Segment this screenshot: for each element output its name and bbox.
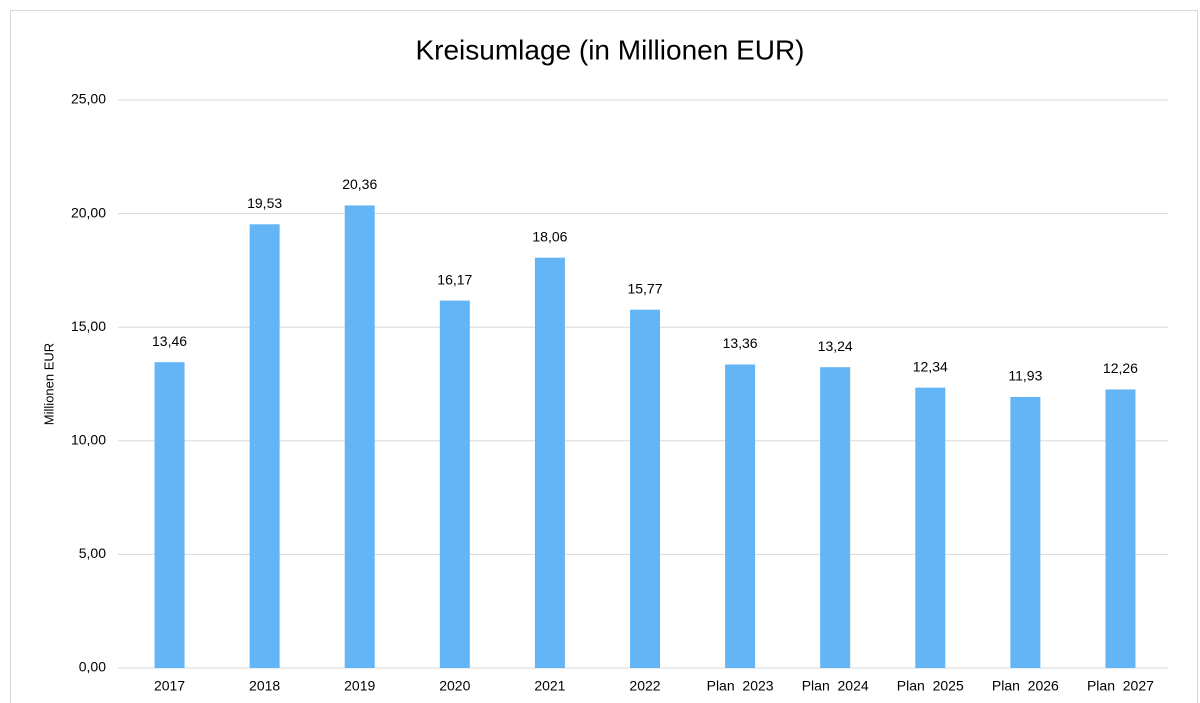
bar: [534, 257, 565, 668]
value-label: 15,77: [627, 280, 662, 296]
value-label: 11,93: [1008, 368, 1042, 384]
value-label: 19,53: [247, 195, 282, 211]
bar: [1105, 389, 1136, 668]
value-label: 13,46: [152, 333, 187, 349]
x-tick-label: 2022: [629, 678, 660, 694]
bar: [630, 309, 660, 668]
x-tick-label: 2018: [249, 678, 280, 694]
x-tick-label: 2019: [344, 678, 375, 694]
chart-frame: [10, 10, 1198, 703]
y-tick-label: 20,00: [71, 204, 106, 220]
bar: [915, 387, 946, 668]
bar: [820, 367, 851, 668]
bar: [249, 224, 280, 669]
value-label: 18,06: [532, 228, 567, 244]
bar: [439, 300, 470, 668]
y-tick-label: 5,00: [79, 545, 106, 561]
x-tick-label: Plan 2024: [802, 678, 869, 694]
bar: [154, 362, 185, 668]
x-tick-label: Plan 2027: [1087, 678, 1154, 694]
bar: [725, 364, 756, 668]
y-tick-label: 10,00: [71, 432, 106, 448]
x-tick-label: Plan 2026: [992, 678, 1059, 694]
bar: [1010, 396, 1041, 668]
y-tick-label: 0,00: [79, 659, 106, 675]
value-label: 16,17: [437, 271, 472, 287]
x-tick-label: 2017: [154, 678, 185, 694]
y-axis-label: Millionen EUR: [41, 343, 56, 425]
x-tick-label: 2020: [439, 678, 470, 694]
value-label: 13,36: [723, 335, 758, 351]
value-label: 12,34: [913, 358, 948, 374]
value-label: 20,36: [342, 176, 377, 192]
value-label: 13,24: [818, 338, 853, 354]
y-tick-label: 15,00: [71, 318, 106, 334]
value-label: 12,26: [1103, 360, 1138, 376]
y-tick-label: 25,00: [71, 91, 106, 107]
x-tick-label: Plan 2025: [897, 678, 964, 694]
x-tick-label: 2021: [534, 678, 565, 694]
x-tick-label: Plan 2023: [707, 678, 774, 694]
chart-title: Kreisumlage (in Millionen EUR): [415, 34, 804, 65]
bar: [344, 205, 375, 668]
